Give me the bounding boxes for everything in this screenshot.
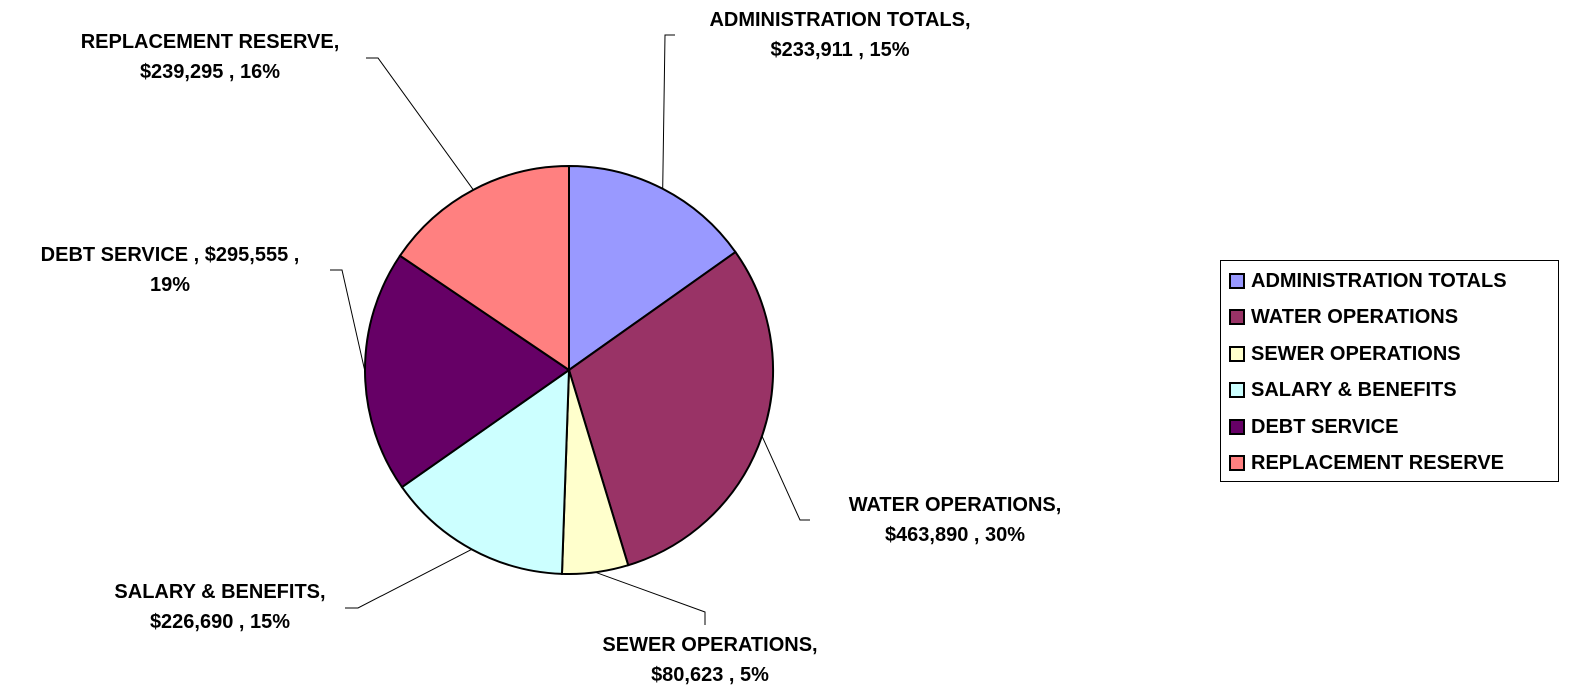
legend-swatch [1229, 455, 1245, 471]
chart-legend: ADMINISTRATION TOTALS WATER OPERATIONS S… [1220, 260, 1559, 482]
legend-swatch [1229, 382, 1245, 398]
legend-label: DEBT SERVICE [1251, 415, 1399, 438]
data-label-sewer-operations: SEWER OPERATIONS, $80,623 , 5% [602, 634, 818, 686]
pie-slice-water-operations [567, 250, 774, 567]
legend-label: ADMINISTRATION TOTALS [1251, 269, 1507, 292]
legend-item-administration-totals: ADMINISTRATION TOTALS [1229, 263, 1507, 299]
data-label-debt-service: DEBT SERVICE , $295,555 , 19% [40, 244, 300, 296]
leader-line [345, 548, 473, 609]
legend-swatch [1229, 419, 1245, 435]
data-label-administration-totals: ADMINISTRATION TOTALS, $233,911 , 15% [709, 9, 971, 61]
pie-slice-replacement-reserve [398, 164, 570, 372]
legend-label: SALARY & BENEFITS [1251, 378, 1457, 401]
legend-swatch [1229, 346, 1245, 362]
legend-label: SEWER OPERATIONS [1251, 342, 1461, 365]
leader-line [595, 571, 706, 625]
leader-line [366, 57, 474, 191]
legend-swatch [1229, 309, 1245, 325]
leader-line [662, 34, 675, 189]
pie-slices [364, 164, 774, 575]
leader-lines [330, 34, 810, 625]
data-label-water-operations: WATER OPERATIONS, $463,890 , 30% [848, 494, 1062, 546]
legend-item-sewer-operations: SEWER OPERATIONS [1229, 336, 1461, 372]
legend-item-debt-service: DEBT SERVICE [1229, 409, 1398, 445]
leader-line [761, 435, 810, 521]
pie-slice-administration-totals [568, 164, 737, 372]
legend-item-replacement-reserve: REPLACEMENT RESERVE [1229, 445, 1504, 481]
leader-line [330, 269, 366, 372]
data-label-replacement-reserve: REPLACEMENT RESERVE, $239,295 , 16% [80, 31, 340, 83]
legend-item-water-operations: WATER OPERATIONS [1229, 299, 1458, 335]
pie-slice-debt-service [364, 254, 571, 489]
legend-swatch [1229, 273, 1245, 289]
legend-item-salary-benefits: SALARY & BENEFITS [1229, 372, 1457, 408]
legend-label: WATER OPERATIONS [1251, 305, 1459, 328]
legend-label: REPLACEMENT RESERVE [1251, 451, 1505, 474]
data-label-salary-benefits: SALARY & BENEFITS, $226,690 , 15% [114, 581, 326, 633]
